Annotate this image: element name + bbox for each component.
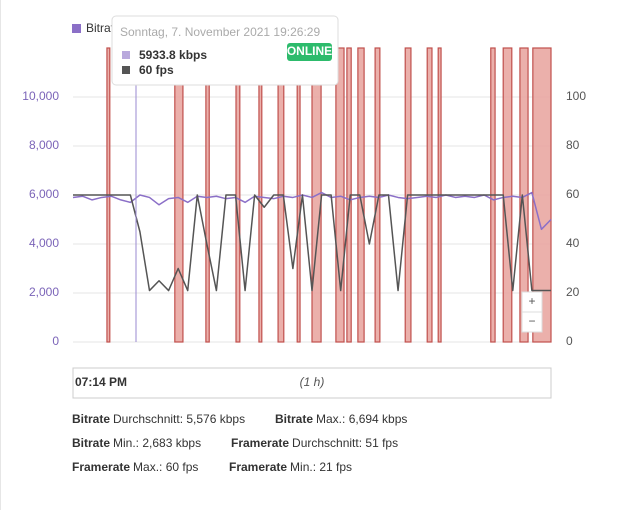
stat-label: Bitrate [275, 412, 314, 426]
y-tick-label: 4,000 [29, 236, 59, 250]
status-badge [287, 43, 332, 61]
stat-label: Bitrate [72, 412, 111, 426]
series-line [72, 191, 552, 231]
stat-text: Durchschnitt: 51 fps [292, 436, 399, 450]
stat-label: Framerate [229, 460, 288, 474]
y-tick-label: 0 [52, 334, 59, 348]
stat-text: Max.: 60 fps [133, 460, 199, 474]
stat-label: Framerate [72, 460, 131, 474]
y-tick-label: 6,000 [29, 187, 59, 201]
stat-text: Durchschnitt: 5,576 kbps [113, 412, 246, 426]
zoom-button-label: − [528, 314, 535, 328]
stat-text: Max.: 6,694 kbps [316, 412, 408, 426]
tooltip-date: Sonntag, 7. November 2021 19:26:29 [120, 25, 320, 39]
tooltip-line: 60 fps [139, 63, 174, 77]
tooltip-box [111, 15, 339, 86]
status-label: ONLINE [287, 44, 332, 58]
navigator-range: (1 h) [300, 375, 325, 389]
offline-band [335, 47, 345, 343]
zoom-button-label: + [528, 294, 535, 308]
y2-tick-label: 60 [566, 187, 580, 201]
y2-tick-label: 0 [566, 334, 573, 348]
chart: 0 2,000 4,000 6,000 8,000 10,000 0 20 40 60 80 100 +… [22, 15, 586, 399]
stat: Bitrate Durchschnitt: 5,576 kbps [72, 412, 245, 426]
tooltip: Sonntag, 7. November 2021 19:26:29 ONLINE… [111, 15, 339, 86]
offline-band [174, 47, 184, 343]
navigator-start: 07:14 PM [75, 375, 127, 389]
zoom-button-box [521, 311, 543, 333]
offline-band [205, 47, 210, 343]
tooltip-swatch [122, 51, 130, 59]
panel-border [0, 0, 1, 510]
stat: Framerate Min.: 21 fps [229, 460, 352, 474]
y-tick-label: 2,000 [29, 285, 59, 299]
offline-band [235, 47, 241, 343]
stat: Bitrate Min.: 2,683 kbps [72, 436, 201, 450]
stat-label: Bitrate [72, 436, 111, 450]
stat-label: Framerate [231, 436, 290, 450]
tooltip-line: 5933.8 kbps [139, 48, 207, 62]
y2-tick-label: 20 [566, 285, 580, 299]
stat-text: Min.: 21 fps [290, 460, 353, 474]
zoom-button[interactable]: + [521, 291, 543, 313]
stat-text: Min.: 2,683 kbps [113, 436, 202, 450]
y-tick-label: 10,000 [22, 89, 59, 103]
y2-tick-label: 40 [566, 236, 580, 250]
y2-tick-label: 100 [566, 89, 586, 103]
offline-band [502, 47, 513, 343]
offline-band [258, 47, 263, 343]
stat: Framerate Max.: 60 fps [72, 460, 198, 474]
navigator [72, 367, 552, 399]
y2-tick-label: 80 [566, 138, 580, 152]
legend-swatch [72, 24, 81, 33]
series-line [73, 194, 551, 292]
stat: Framerate Durchschnitt: 51 fps [231, 436, 398, 450]
tooltip-swatch [122, 66, 130, 74]
stat: Bitrate Max.: 6,694 kbps [275, 412, 407, 426]
y-tick-label: 8,000 [29, 138, 59, 152]
zoom-button[interactable]: − [521, 311, 543, 333]
